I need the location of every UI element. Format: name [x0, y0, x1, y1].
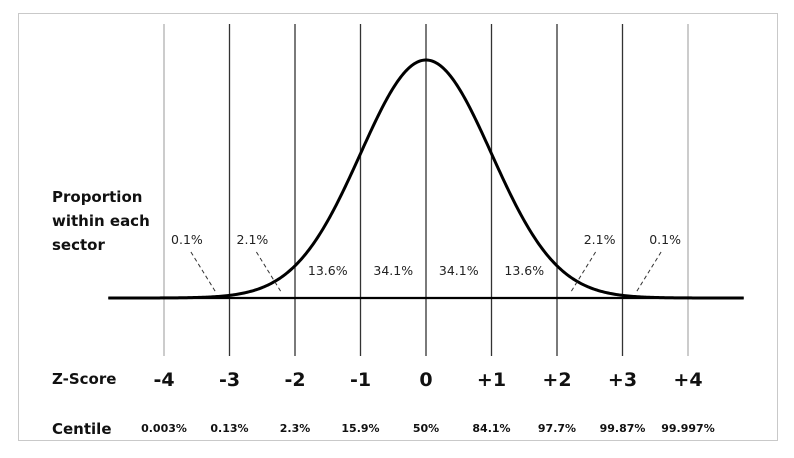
centile-tick-label: 97.7% [538, 422, 576, 435]
sector-percent-label: 13.6% [308, 263, 348, 278]
callout-line [635, 251, 662, 293]
callout-lines [190, 251, 662, 293]
z-tick-label: +2 [542, 369, 571, 391]
centile-tick-label: 0.003% [141, 422, 187, 435]
chart-frame [18, 13, 778, 441]
sector-percent-label: 34.1% [373, 263, 413, 278]
centile-tick-label: 99.87% [600, 422, 646, 435]
sector-percent-label: 0.1% [649, 232, 681, 247]
z-tick-label: +3 [608, 369, 637, 391]
sector-percentages: 0.1% 2.1% 13.6% 34.1% 34.1% 13.6% 2.1% 0.1% [171, 232, 681, 278]
centile-tick-label: 2.3% [280, 422, 311, 435]
z-tick-label: +4 [673, 369, 702, 391]
centile-tick-label: 15.9% [341, 422, 379, 435]
centile-ticks: 0.003% 0.13% 2.3% 15.9% 50% 84.1% 97.7% 99.87% 9… [141, 422, 715, 435]
z-score-ticks: -4 -3 -2 -1 0 +1 +2 +3 +4 [153, 369, 702, 391]
centile-tick-label: 84.1% [472, 422, 510, 435]
callout-line [570, 251, 597, 293]
sector-percent-label: 0.1% [171, 232, 203, 247]
z-tick-label: 0 [419, 369, 432, 391]
proportion-label-line-3: sector [52, 236, 105, 254]
z-tick-label: -3 [219, 369, 240, 391]
callout-line [190, 251, 217, 293]
centile-tick-label: 99.997% [661, 422, 714, 435]
centile-row-label: Centile [52, 420, 112, 438]
bell-curve [108, 58, 744, 300]
sector-percent-label: 2.1% [584, 232, 616, 247]
z-tick-label: +1 [477, 369, 506, 391]
z-tick-label: -2 [284, 369, 305, 391]
sector-percent-label: 2.1% [237, 232, 269, 247]
callout-line [255, 251, 282, 293]
z-tick-label: -1 [350, 369, 371, 391]
proportion-label-line-1: Proportion [52, 188, 142, 206]
sector-percent-label: 13.6% [504, 263, 544, 278]
z-tick-label: -4 [153, 369, 174, 391]
gridlines [163, 24, 689, 356]
centile-tick-label: 50% [413, 422, 439, 435]
sector-percent-label: 34.1% [439, 263, 479, 278]
proportion-label-line-2: within each [52, 212, 150, 230]
centile-tick-label: 0.13% [210, 422, 248, 435]
zscore-row-label: Z-Score [52, 370, 116, 388]
